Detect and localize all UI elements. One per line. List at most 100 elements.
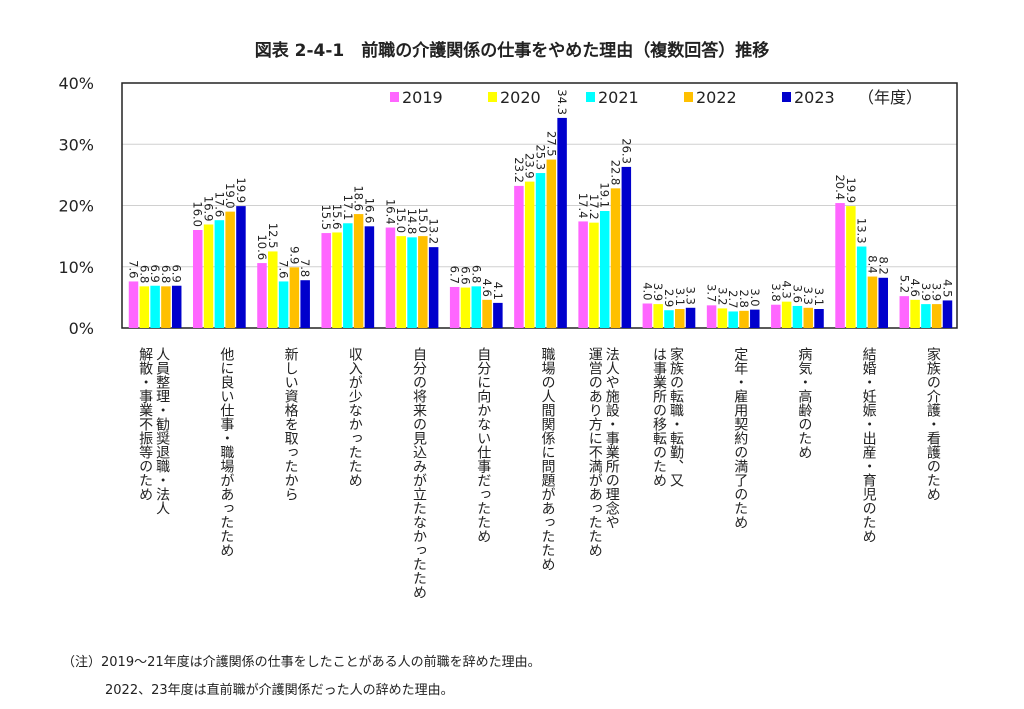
bar-2022 bbox=[803, 307, 813, 328]
category-label: 定年・雇用契約の満了のため bbox=[732, 347, 748, 529]
data-label: 16.4 bbox=[383, 199, 397, 225]
bar-2022 bbox=[289, 267, 300, 328]
legend-label-2020: 2020 bbox=[500, 88, 541, 107]
bar-2020 bbox=[846, 206, 856, 328]
data-label: 17.1 bbox=[341, 195, 355, 221]
data-label: 3.3 bbox=[684, 286, 698, 304]
note-line-2: 2022、23年度は直前職が介護関係だった人の辞めた理由。 bbox=[105, 683, 454, 698]
data-label: 4.6 bbox=[908, 279, 922, 297]
data-label: 7.6 bbox=[277, 260, 291, 278]
data-label: 5.2 bbox=[897, 275, 911, 293]
category-label: は事業所の移転のため bbox=[651, 347, 667, 487]
bar-2022 bbox=[482, 299, 492, 328]
y-tick-label: 10% bbox=[58, 258, 94, 277]
legend-swatch-2022 bbox=[684, 92, 693, 102]
bar-2021 bbox=[343, 223, 353, 328]
data-label: 15.0 bbox=[416, 208, 430, 234]
bar-2019 bbox=[128, 281, 139, 328]
data-label: 6.6 bbox=[458, 266, 472, 284]
bar-2021 bbox=[471, 286, 482, 328]
legend-label-2023: 2023 bbox=[794, 88, 835, 107]
data-label: 3.9 bbox=[651, 283, 665, 301]
y-tick-label: 20% bbox=[58, 197, 94, 216]
category-label: 収入が少なかったため bbox=[347, 347, 363, 487]
bar-2020 bbox=[460, 287, 471, 328]
bar-2019 bbox=[514, 185, 524, 328]
bar-2023 bbox=[364, 226, 375, 328]
bar-2019 bbox=[835, 203, 845, 328]
note-line-1: （注）2019～21年度は介護関係の仕事をしたことがある人の前職を辞めた理由。 bbox=[62, 655, 541, 670]
bar-2022 bbox=[675, 309, 685, 328]
data-label: 14.8 bbox=[405, 209, 419, 235]
bar-2021 bbox=[535, 173, 546, 328]
bar-2022 bbox=[418, 236, 428, 328]
bar-2021 bbox=[407, 237, 417, 328]
data-label: 17.2 bbox=[587, 194, 601, 220]
y-tick-label: 30% bbox=[58, 135, 94, 154]
bar-2023 bbox=[493, 302, 503, 328]
category-label: 家族の介護・看護のため bbox=[925, 346, 941, 501]
data-label: 19.9 bbox=[844, 178, 858, 204]
bar-2021 bbox=[214, 220, 225, 328]
bar-2021 bbox=[921, 304, 931, 328]
data-label: 3.8 bbox=[769, 283, 783, 301]
data-label: 23.2 bbox=[512, 157, 526, 183]
data-label: 13.3 bbox=[855, 218, 869, 244]
bar-2022 bbox=[353, 214, 364, 328]
data-label: 7.8 bbox=[298, 259, 312, 277]
bar-2019 bbox=[449, 286, 460, 328]
bar-2020 bbox=[653, 304, 663, 328]
data-label: 2.9 bbox=[662, 289, 676, 307]
bar-2023 bbox=[814, 309, 824, 328]
chart-title: 図表 2-4-1 前職の介護関係の仕事をやめた理由（複数回答）推移 bbox=[254, 41, 770, 61]
bar-2019 bbox=[706, 305, 717, 328]
bar-2021 bbox=[728, 311, 738, 328]
bar-2023 bbox=[428, 247, 439, 328]
bar-2019 bbox=[578, 221, 588, 328]
category-label: 解散・事業不振等のため bbox=[137, 347, 153, 501]
data-label: 23.9 bbox=[523, 153, 537, 179]
bar-2023 bbox=[942, 300, 953, 328]
bar-2019 bbox=[385, 227, 396, 328]
category-label: 職場の人間関係に問題があったため bbox=[540, 347, 556, 571]
data-label: 4.0 bbox=[640, 282, 654, 300]
data-label: 4.6 bbox=[480, 279, 494, 297]
category-label: 自分に向かない仕事だったため bbox=[475, 347, 491, 543]
data-label: 4.1 bbox=[491, 282, 505, 300]
category-label: 病気・高齢のため bbox=[796, 347, 812, 459]
category-label: 運営のあり方に不満があったため bbox=[587, 347, 603, 557]
legend-swatch-2020 bbox=[488, 92, 497, 102]
bar-2019 bbox=[257, 263, 267, 328]
bar-2023 bbox=[300, 280, 310, 328]
bar-2022 bbox=[225, 211, 235, 328]
y-tick-label: 0% bbox=[69, 319, 94, 338]
data-label: 10.6 bbox=[255, 234, 269, 260]
legend-swatch-2019 bbox=[390, 92, 399, 102]
y-tick-label: 40% bbox=[58, 74, 94, 93]
data-label: 6.8 bbox=[137, 265, 151, 283]
bar-2019 bbox=[771, 304, 781, 328]
bar-2021 bbox=[150, 285, 160, 328]
bar-2020 bbox=[203, 224, 214, 328]
category-label: 自分の将来の見込みが立たなかったため bbox=[411, 347, 427, 599]
category-label: 結婚・妊娠・出産・育児のため bbox=[861, 347, 877, 543]
bar-2021 bbox=[856, 246, 867, 328]
legend-label-2019: 2019 bbox=[402, 88, 443, 107]
data-label: 8.2 bbox=[876, 256, 890, 274]
bar-2023 bbox=[557, 117, 567, 328]
data-label: 2.7 bbox=[726, 290, 740, 308]
bar-2021 bbox=[278, 281, 289, 328]
bar-2022 bbox=[161, 286, 171, 328]
bar-2020 bbox=[332, 232, 342, 328]
data-label: 6.8 bbox=[469, 265, 483, 283]
bar-2020 bbox=[910, 299, 920, 328]
data-label: 3.7 bbox=[705, 284, 719, 302]
data-label: 12.5 bbox=[266, 223, 280, 249]
data-label: 2.8 bbox=[737, 290, 751, 308]
bar-2020 bbox=[139, 286, 150, 328]
data-label: 6.7 bbox=[448, 266, 462, 284]
legend-swatch-2021 bbox=[586, 92, 595, 102]
bar-2022 bbox=[546, 159, 557, 328]
bar-2022 bbox=[739, 310, 749, 328]
data-label: 34.3 bbox=[555, 89, 569, 115]
